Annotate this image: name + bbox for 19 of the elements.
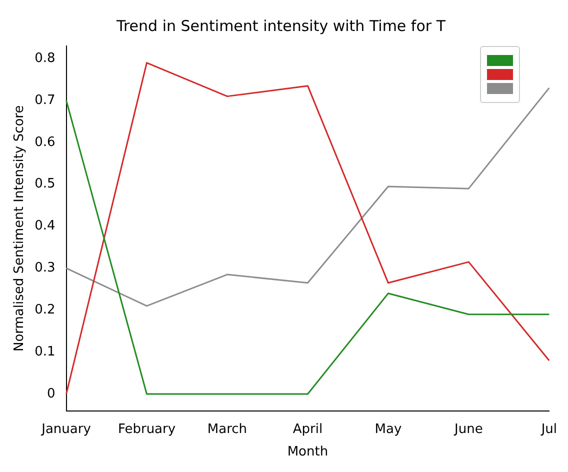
chart-title: Trend in Sentiment intensity with Time for T [116, 16, 446, 35]
y-axis-title: Normalised Sentiment Intensity Score [12, 105, 28, 352]
y-tick-label: 0.5 [34, 176, 56, 192]
x-tick-label: February [118, 422, 176, 437]
y-tick-label: 0.6 [34, 134, 56, 150]
y-tick-label: 0.7 [34, 92, 56, 108]
x-tick-label: Jul [540, 422, 557, 437]
y-tick-label: 0.2 [34, 302, 56, 318]
x-tick-label: March [207, 422, 248, 437]
y-tick-label: 0.3 [34, 260, 56, 276]
y-tick-label: 0.8 [34, 50, 56, 66]
x-axis-title: Month [287, 444, 328, 460]
y-tick-label: 0.4 [34, 218, 56, 234]
x-tick-label: May [374, 422, 402, 437]
y-tick-label: 0 [46, 386, 56, 402]
y-tick-label: 0.1 [34, 344, 56, 360]
x-tick-label: January [40, 422, 92, 437]
x-tick-label: June [454, 422, 483, 437]
x-tick-label: April [292, 422, 323, 437]
